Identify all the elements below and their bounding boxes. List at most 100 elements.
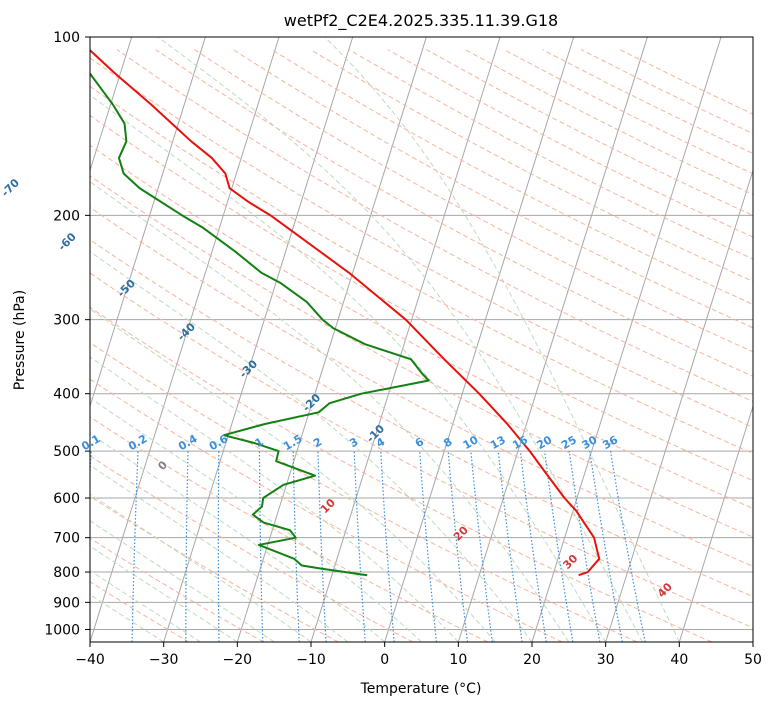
dry-adiabat-line: [90, 57, 753, 428]
dry-adiabat-line: [90, 537, 264, 642]
dry-adiabat-line: [90, 272, 753, 629]
y-tick-label: 1000: [44, 622, 80, 638]
wetbulb-value-label: 10: [318, 496, 338, 516]
mixing-ratio-value-label: 13: [488, 433, 508, 452]
isotherm-value-label: -70: [0, 176, 22, 199]
isotherm-line: [163, 37, 354, 642]
moist-adiabat-line: [90, 94, 607, 642]
mixing-ratio-value-label: 6: [413, 435, 426, 450]
isotherm-line: [0, 37, 58, 642]
plot-frame: [89, 36, 754, 643]
moist-adiabat-line: [90, 432, 385, 642]
mixing-ratio-value-label: 8: [441, 435, 454, 450]
dry-adiabat-line: [90, 175, 753, 538]
y-tick-label: 500: [53, 444, 80, 460]
mixing-ratio-line: [470, 451, 493, 642]
isotherm-line: [90, 37, 206, 408]
moist-adiabat-line: [90, 464, 349, 642]
dry-adiabat-line: [90, 455, 414, 642]
isotherm-line: [384, 37, 575, 642]
dry-adiabat-line: [90, 206, 753, 567]
moist-adiabat-line: [90, 493, 312, 642]
mixing-ratio-line: [292, 451, 300, 642]
isotherm-line: [236, 37, 427, 642]
moist-adiabat-line: [90, 569, 201, 642]
dry-adiabat-line: [90, 581, 190, 642]
x-axis-label: Temperature (°C): [360, 681, 482, 697]
mixing-ratio-line: [519, 451, 547, 642]
x-tick-label: 40: [670, 652, 688, 668]
dewpoint-trace: [90, 71, 430, 577]
moist-adiabat-line: [90, 356, 459, 642]
x-tick-label: 50: [744, 652, 762, 668]
dry-adiabat-line: [90, 416, 488, 642]
chart-title: wetPf2_C2E4.2025.335.11.39.G18: [284, 11, 558, 31]
y-axis-label: Pressure (hPa): [12, 290, 28, 390]
moist-adiabat-line: [157, 37, 643, 642]
mixing-ratio-value-label: 1.5: [281, 432, 304, 453]
mixing-ratio-value-label: 4: [374, 435, 387, 450]
y-axis: 100 200 300 400 500 600 700 800 900 1000: [44, 30, 90, 638]
mixing-ratio-value-label: 0.4: [176, 432, 200, 453]
isotherm-value-label: -40: [175, 320, 198, 343]
data-lines: [90, 48, 601, 577]
isotherm-value-label: -30: [237, 357, 260, 380]
x-tick-label: −20: [223, 652, 253, 668]
temperature-trace: [90, 48, 601, 577]
mixing-ratio-line: [258, 451, 264, 642]
isotherm-value-label: -60: [56, 230, 79, 253]
mixing-ratio-line: [543, 451, 574, 642]
dry-adiabat-line: [619, 49, 753, 115]
y-tick-label: 200: [53, 208, 80, 224]
dry-adiabat-line: [90, 144, 753, 510]
y-tick-label: 700: [53, 531, 80, 547]
mixing-ratio-line: [217, 451, 220, 642]
y-tick-label: 600: [53, 491, 80, 507]
mixing-ratio-line: [447, 451, 469, 642]
x-tick-label: −40: [75, 652, 105, 668]
dry-adiabat-line: [90, 495, 339, 642]
x-tick-label: 0: [380, 652, 389, 668]
mixing-ratio-line: [185, 451, 189, 642]
mixing-ratio-line: [380, 451, 395, 642]
moist-adiabat-line: [90, 520, 275, 642]
mixing-ratio-line: [317, 451, 327, 642]
dry-adiabat-line: [90, 114, 753, 482]
isotherm-value-label: -50: [115, 276, 138, 299]
dry-adiabat-line: [116, 49, 753, 403]
y-tick-label: 100: [53, 30, 80, 46]
dry-adiabat-line: [90, 85, 753, 455]
mixing-ratio-value-label: 2: [311, 435, 324, 450]
dry-adiabat-line: [387, 49, 753, 238]
mixing-ratio-value-label: 20: [534, 433, 554, 452]
isotherm-line: [531, 37, 722, 642]
isotherm-line: [457, 37, 648, 642]
mixing-ratio-value-label: 10: [461, 433, 481, 452]
x-tick-label: 10: [449, 652, 467, 668]
x-tick-label: −30: [149, 652, 179, 668]
dry-adiabat-line: [503, 49, 753, 175]
isotherm-line: [90, 37, 280, 642]
y-tick-label: 800: [53, 565, 80, 581]
mixing-ratio-value-label: 0.1: [79, 432, 102, 453]
x-tick-label: −10: [296, 652, 326, 668]
wetbulb-value-label: 0: [155, 458, 170, 473]
wetbulb-value-label: 30: [560, 552, 580, 572]
x-axis: −40 −30 −20 −10 0 10 20 30 40 50: [75, 642, 762, 668]
isotherm-line: [90, 37, 133, 173]
dry-adiabat-line: [271, 49, 753, 305]
moist-adiabat-line: [90, 397, 422, 642]
moist-adiabat-line: [90, 250, 533, 642]
dry-adiabat-line: [426, 49, 753, 217]
x-tick-label: 20: [523, 652, 541, 668]
isotherm-line: [605, 168, 753, 642]
background-lines: [0, 37, 753, 642]
mixing-ratio-value-label: 1: [253, 435, 266, 450]
y-tick-label: 300: [53, 313, 80, 329]
wetbulb-value-label: 20: [451, 523, 471, 543]
dry-adiabat-line: [90, 306, 712, 642]
mixing-ratio-value-label: 36: [600, 433, 620, 452]
moist-adiabat-line: [324, 37, 680, 642]
y-tick-label: 400: [53, 387, 80, 403]
